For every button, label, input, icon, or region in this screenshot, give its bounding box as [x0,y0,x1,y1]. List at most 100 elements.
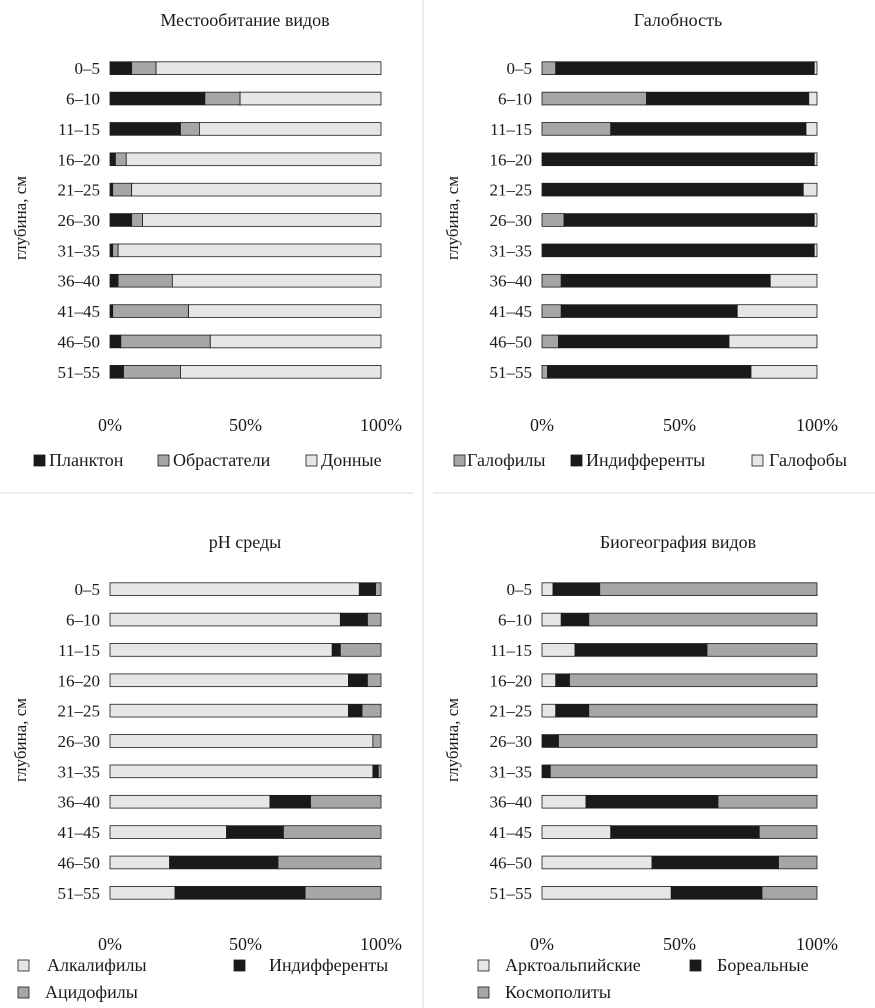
y-tick-label: 51–55 [58,363,101,382]
legend-item: Арктоальпийские [477,955,641,975]
bar-segment [588,612,818,627]
bar-segment [610,122,807,136]
bar-segment [109,582,360,596]
bar-segment [560,612,590,627]
bar-segment [117,243,382,258]
bar-segment [226,825,284,839]
bar-segment [367,673,382,688]
y-tick-label: 26–30 [58,211,101,230]
bar-segment [588,703,818,718]
bar-segment [131,182,382,197]
bar-segment [547,365,752,379]
bar-segment [109,855,171,870]
y-tick-label: 36–40 [58,793,101,812]
bar-segment [239,91,382,106]
bar-segment [541,855,653,870]
bar-segment [541,886,672,900]
bar-segment [304,886,382,900]
legend-label: Ацидофилы [45,982,138,1002]
bar-segment [541,122,612,136]
bar-segment [331,643,341,657]
bar-segment [758,825,818,839]
bar-segment [813,61,818,75]
legend-item: Индифференты [233,955,388,975]
bar-segment [109,794,271,809]
bar-segment [375,582,382,596]
bar-segment [552,582,601,596]
bar-segment [131,61,157,75]
bar-segment [112,304,189,318]
y-tick-label: 16–20 [490,671,533,690]
bar-segment [117,273,173,288]
bar-segment [750,365,818,379]
legend-label: Планктон [49,450,124,470]
chart-title: pH среды [209,532,282,552]
bar-segment [541,213,565,227]
legend-swatch [477,986,490,999]
chart-title: Местообитание видов [160,10,329,30]
bar-segment [541,273,562,288]
legend-swatch [17,959,30,972]
bar-segment [541,794,587,809]
y-axis-label: глубина, см [11,698,30,782]
bar-segment [109,673,349,688]
bar-segment [541,764,551,779]
chart-panel-4: Биогеография видов глубина, см 0–5 6–10 11–1… [443,532,838,1002]
y-tick-label: 41–45 [58,823,101,842]
y-tick-label: 31–35 [58,762,101,781]
legend-swatch [233,959,246,972]
bar-segment [706,643,818,657]
bar-segment [188,304,382,318]
x-tick-label: 100% [360,415,402,435]
chart-panel-1: Местообитание видов глубина, см 0–5 6–10 11–… [11,10,402,470]
bar-segment [372,734,382,748]
y-tick-label: 26–30 [58,732,101,751]
legend-label: Индифференты [269,955,388,975]
y-tick-label: 31–35 [490,762,533,781]
legend-item: Бореальные [689,955,809,975]
legend-item: Индифференты [570,450,705,470]
bar-segment [541,612,562,627]
bar-segment [558,334,730,349]
bar-segment [180,365,382,379]
y-tick-label: 0–5 [507,59,533,78]
bar-segment [204,91,241,106]
bar-segment [761,886,818,900]
y-tick-label: 11–15 [58,641,100,660]
legend-label: Галофобы [769,450,847,470]
bar-segment [109,825,227,839]
x-tick-label: 50% [229,415,262,435]
bar-segment [180,122,200,136]
bar-segment [310,794,382,809]
bar-segment [558,734,818,748]
bar-segment [670,886,763,900]
bar-segment [109,764,374,779]
bar-segment [541,673,557,688]
bar-segment [348,673,368,688]
bar-segment [109,612,341,627]
legend-item: Планктон [33,450,124,470]
y-tick-label: 11–15 [490,120,532,139]
bar-segment [574,643,708,657]
legend-swatch [157,454,170,467]
bar-segment [541,152,815,167]
legend-label: Космополиты [505,982,611,1002]
bar-segment [372,764,379,779]
x-tick-label: 50% [663,934,696,954]
bar-segment [109,886,176,900]
bar-segment [339,643,382,657]
bar-segment [109,334,122,349]
y-tick-label: 41–45 [490,823,533,842]
legend-label: Бореальные [717,955,809,975]
legend-item: Галофилы [453,450,545,470]
y-tick-label: 16–20 [58,671,101,690]
bar-segment [109,213,133,227]
y-tick-label: 46–50 [490,332,533,351]
x-tick-label: 0% [98,934,122,954]
y-tick-label: 41–45 [58,302,101,321]
bar-segment [112,243,119,258]
legend-item: Обрастатели [157,450,271,470]
legend-item: Донные [305,450,382,470]
legend-label: Индифференты [586,450,705,470]
bar-segment [563,213,815,227]
